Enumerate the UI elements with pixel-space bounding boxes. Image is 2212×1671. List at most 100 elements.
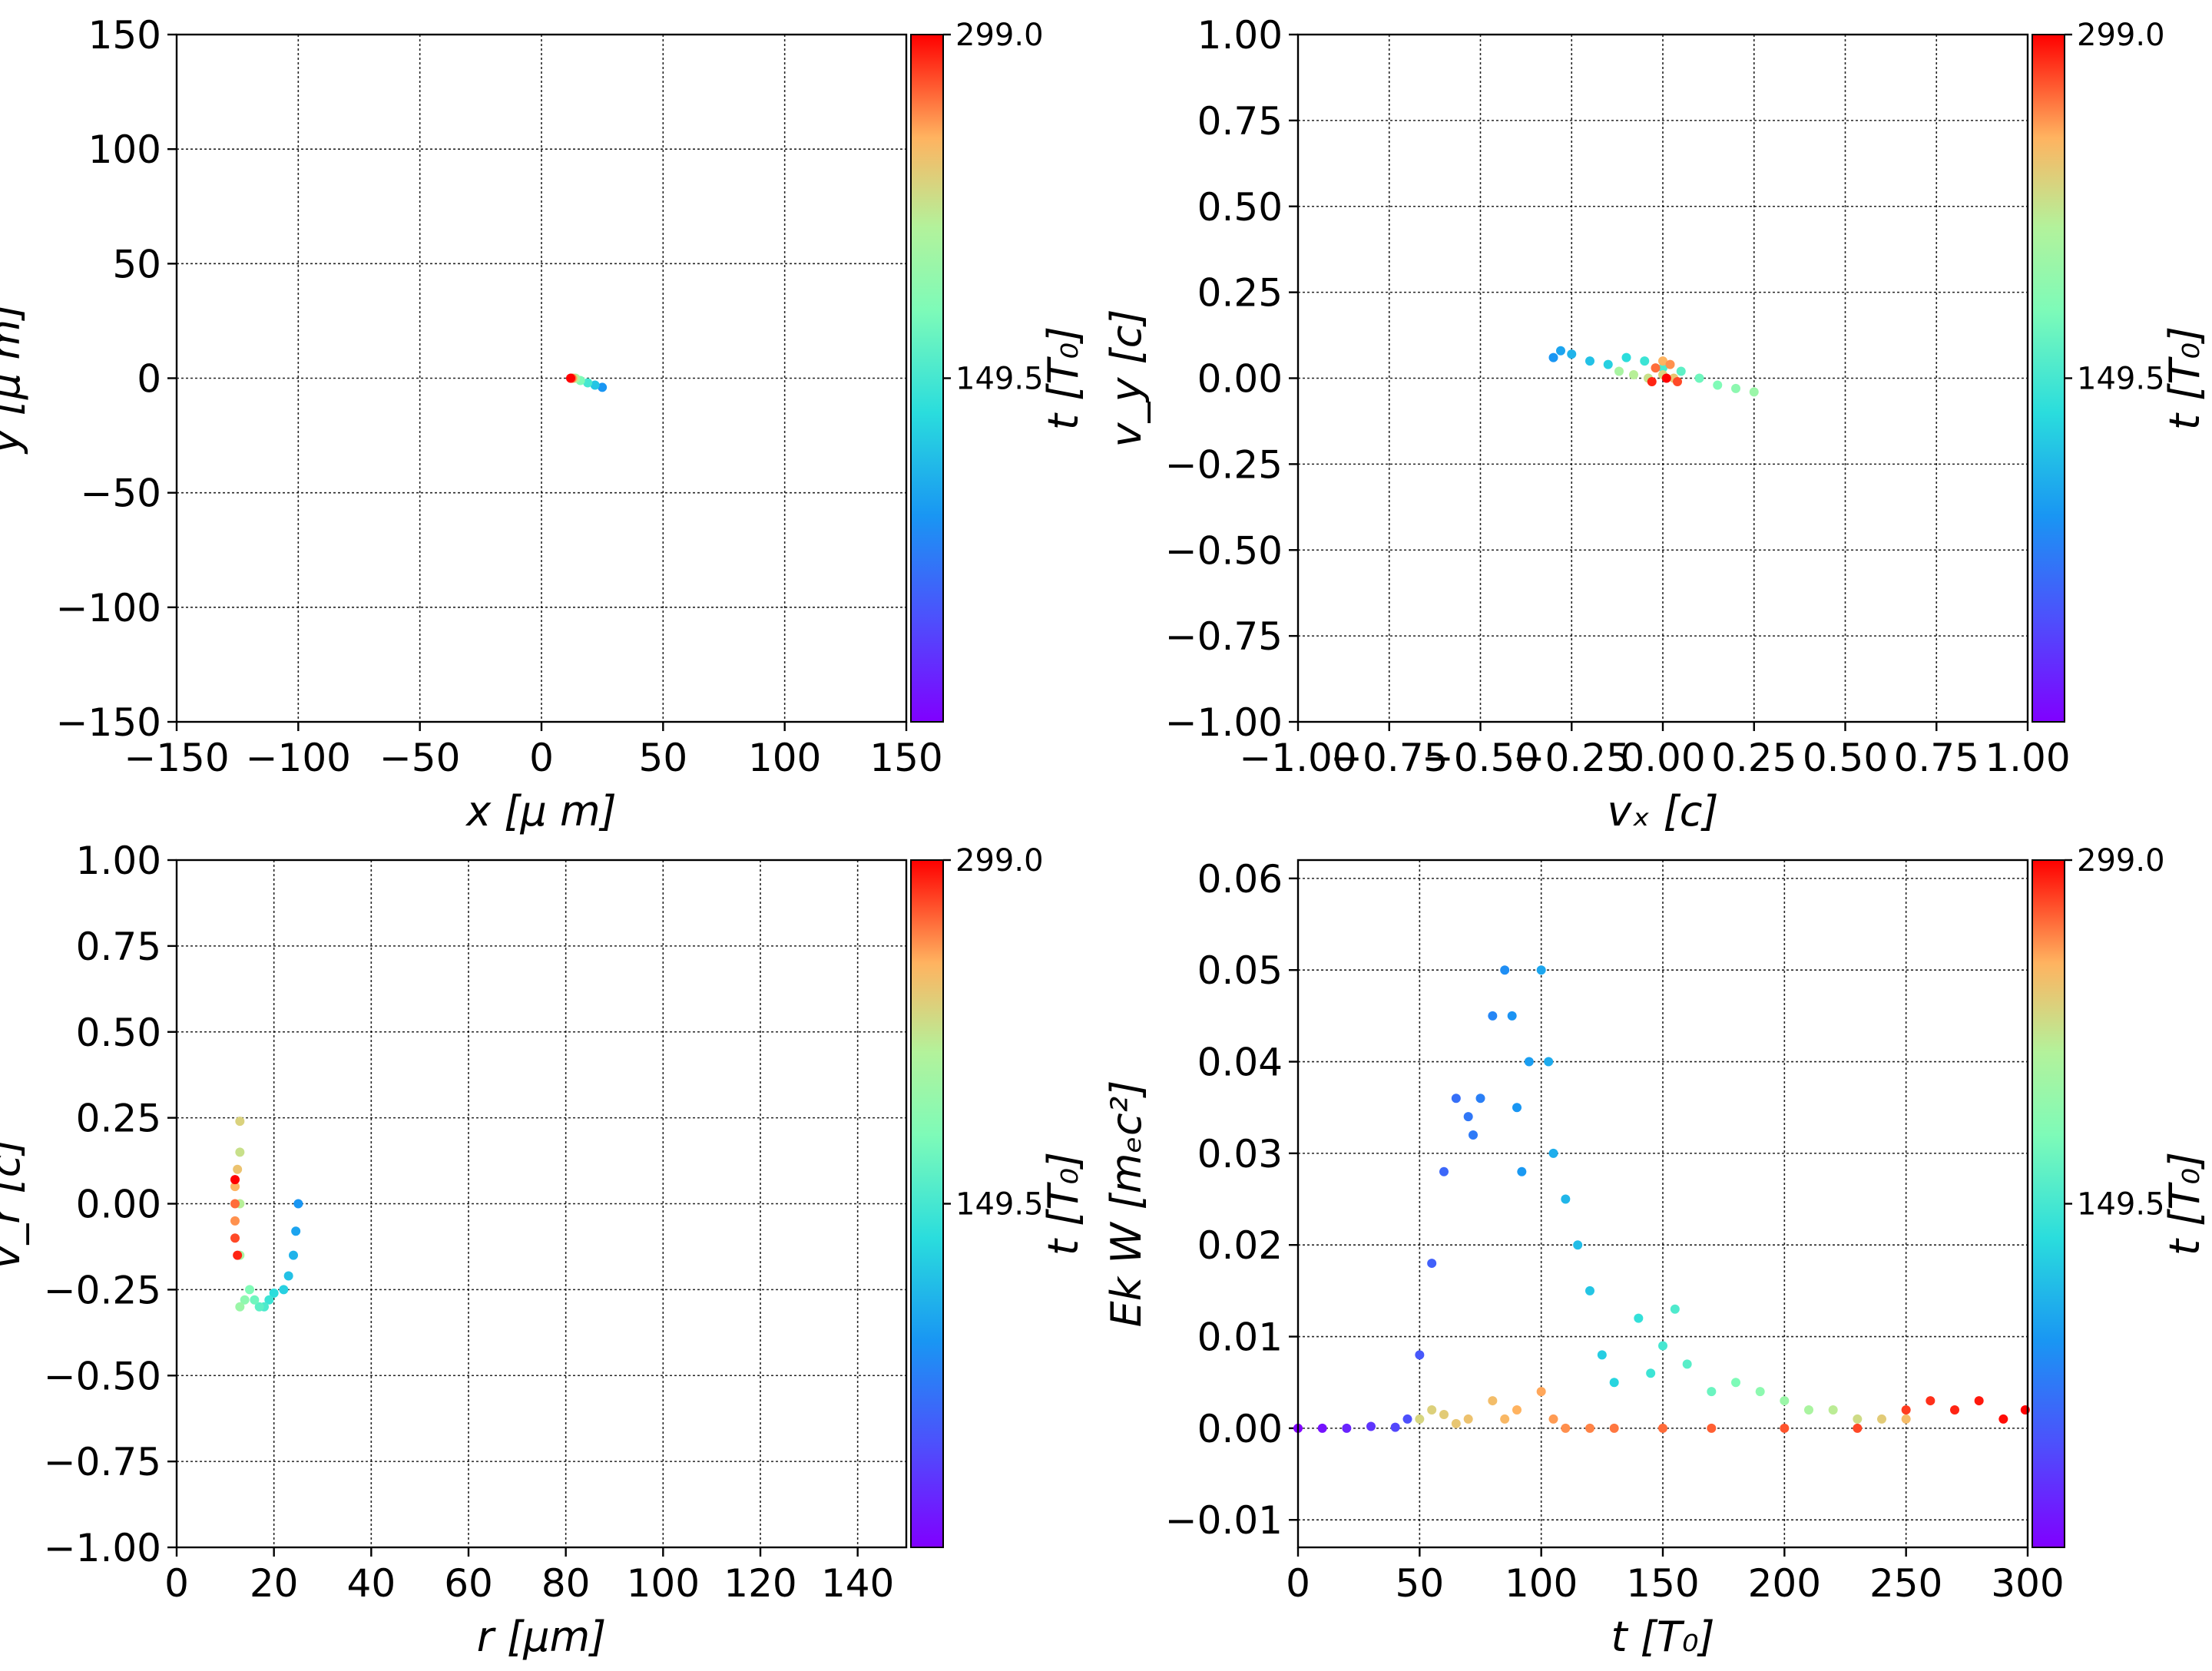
data-point [1621,352,1631,362]
data-point [1524,1057,1534,1067]
x-tick-label: 0 [529,736,554,780]
data-point [1544,1057,1554,1067]
data-point [1974,1396,1984,1406]
x-tick-label: −50 [379,736,461,780]
data-point [1548,1148,1558,1158]
data-point [1731,1378,1740,1388]
y-tick-label: 0.00 [76,1183,161,1227]
y-tick-label: 0.00 [1197,357,1283,402]
x-tick-label: −100 [246,736,351,780]
y-tick-label: 0.05 [1197,948,1283,993]
data-point [245,1285,254,1295]
data-point [1609,1423,1619,1433]
vxvy-panel: −1.00−0.75−0.50−0.250.00 0.25 0.50 0.75 1.00… [1102,13,2209,836]
x-tick-label: 140 [821,1561,894,1606]
x-tick-label: 120 [724,1561,796,1606]
data-point [1500,965,1510,975]
y-tick-label: −0.75 [1165,614,1283,659]
data-point [598,382,608,392]
data-point [1500,1414,1510,1424]
data-point [1694,373,1704,383]
x-tick-label: 0.00 [1620,736,1705,780]
data-point [1427,1405,1437,1415]
data-point [1707,1423,1717,1433]
data-point [250,1295,260,1305]
colorbar-tick-label: 149.5 [955,1187,1044,1223]
data-point [1926,1396,1936,1406]
x-tick-label: 0.25 [1711,736,1796,780]
data-point [283,1271,293,1281]
data-point [1390,1422,1400,1432]
data-point [1673,376,1682,386]
data-point [1629,370,1638,380]
y-tick-label: −0.50 [44,1354,161,1398]
y-tick-label: 0.02 [1197,1223,1283,1268]
data-point [1609,1378,1619,1388]
data-point [1853,1423,1863,1433]
data-point [1561,1194,1571,1204]
data-point [1804,1405,1813,1415]
data-point [1427,1259,1437,1269]
plot-frame [1296,859,2029,1549]
y-tick-label: 0.25 [1197,271,1283,316]
data-point [1536,965,1546,975]
data-point [230,1233,240,1243]
y-axis-label: v_r [c] [0,1138,29,1269]
y-tick-label: −0.01 [1165,1498,1283,1543]
colorbar-tick-label: 299.0 [2077,843,2165,879]
data-point [1556,346,1565,356]
data-point [1707,1387,1717,1397]
data-point [235,1302,245,1312]
x-tick-label: 300 [1991,1561,2064,1606]
y-tick-label: −0.50 [1165,528,1283,573]
data-point [1853,1414,1863,1424]
y-tick-label: 0.06 [1197,857,1283,902]
data-point [1780,1396,1790,1406]
colorbar-tick-label: 299.0 [955,843,1044,879]
x-tick-label: 80 [541,1561,591,1606]
data-point [1603,359,1613,369]
data-point [1548,1414,1558,1424]
x-tick-label: 0 [164,1561,189,1606]
data-point [1614,366,1624,376]
x-tick-label: 20 [250,1561,299,1606]
data-point [1488,1011,1498,1021]
y-tick-label: 0.75 [76,925,161,969]
data-point [1749,387,1759,397]
data-point [235,1117,245,1127]
data-point [254,1302,264,1312]
data-point [289,1250,298,1260]
y-tick-label: 1.00 [1197,13,1283,58]
data-point [1665,359,1675,369]
rvr-panel: 0 20 40 60 80 100 120 140 −1.00 −0.75 −0.50 −0.25 0.… [0,839,1088,1661]
data-point [1439,1409,1449,1419]
colorbar-tick-label: 299.0 [955,18,1044,53]
data-point [1651,363,1661,373]
y-tick-label: 0.01 [1197,1315,1283,1360]
x-tick-label: 0 [1286,1561,1310,1606]
y-tick-label: 100 [88,127,161,172]
data-point [1567,349,1577,359]
x-tick-label: 250 [1869,1561,1942,1606]
data-point [1661,373,1671,383]
data-point [269,1288,279,1298]
y-tick-label: −0.25 [44,1268,161,1312]
data-point [1512,1103,1522,1113]
data-point [1755,1387,1765,1397]
data-point [264,1295,274,1305]
x-tick-label: 150 [869,736,942,780]
data-point [1597,1350,1607,1360]
x-tick-label: −1.00 [1239,736,1356,780]
x-tick-label: −0.25 [1513,736,1631,780]
colorbar-label: t [T₀] [2161,1152,2209,1256]
x-tick-label: 200 [1748,1561,1821,1606]
data-point [1517,1166,1527,1176]
colorbar [2032,34,2065,723]
plot-frame [175,859,908,1549]
y-tick-label: −1.00 [44,1526,161,1570]
colorbar-label: t [T₀] [1039,1152,1088,1256]
colorbar [910,34,944,723]
data-point [1658,363,1667,373]
data-point [1469,1130,1478,1140]
data-point [1512,1405,1522,1415]
